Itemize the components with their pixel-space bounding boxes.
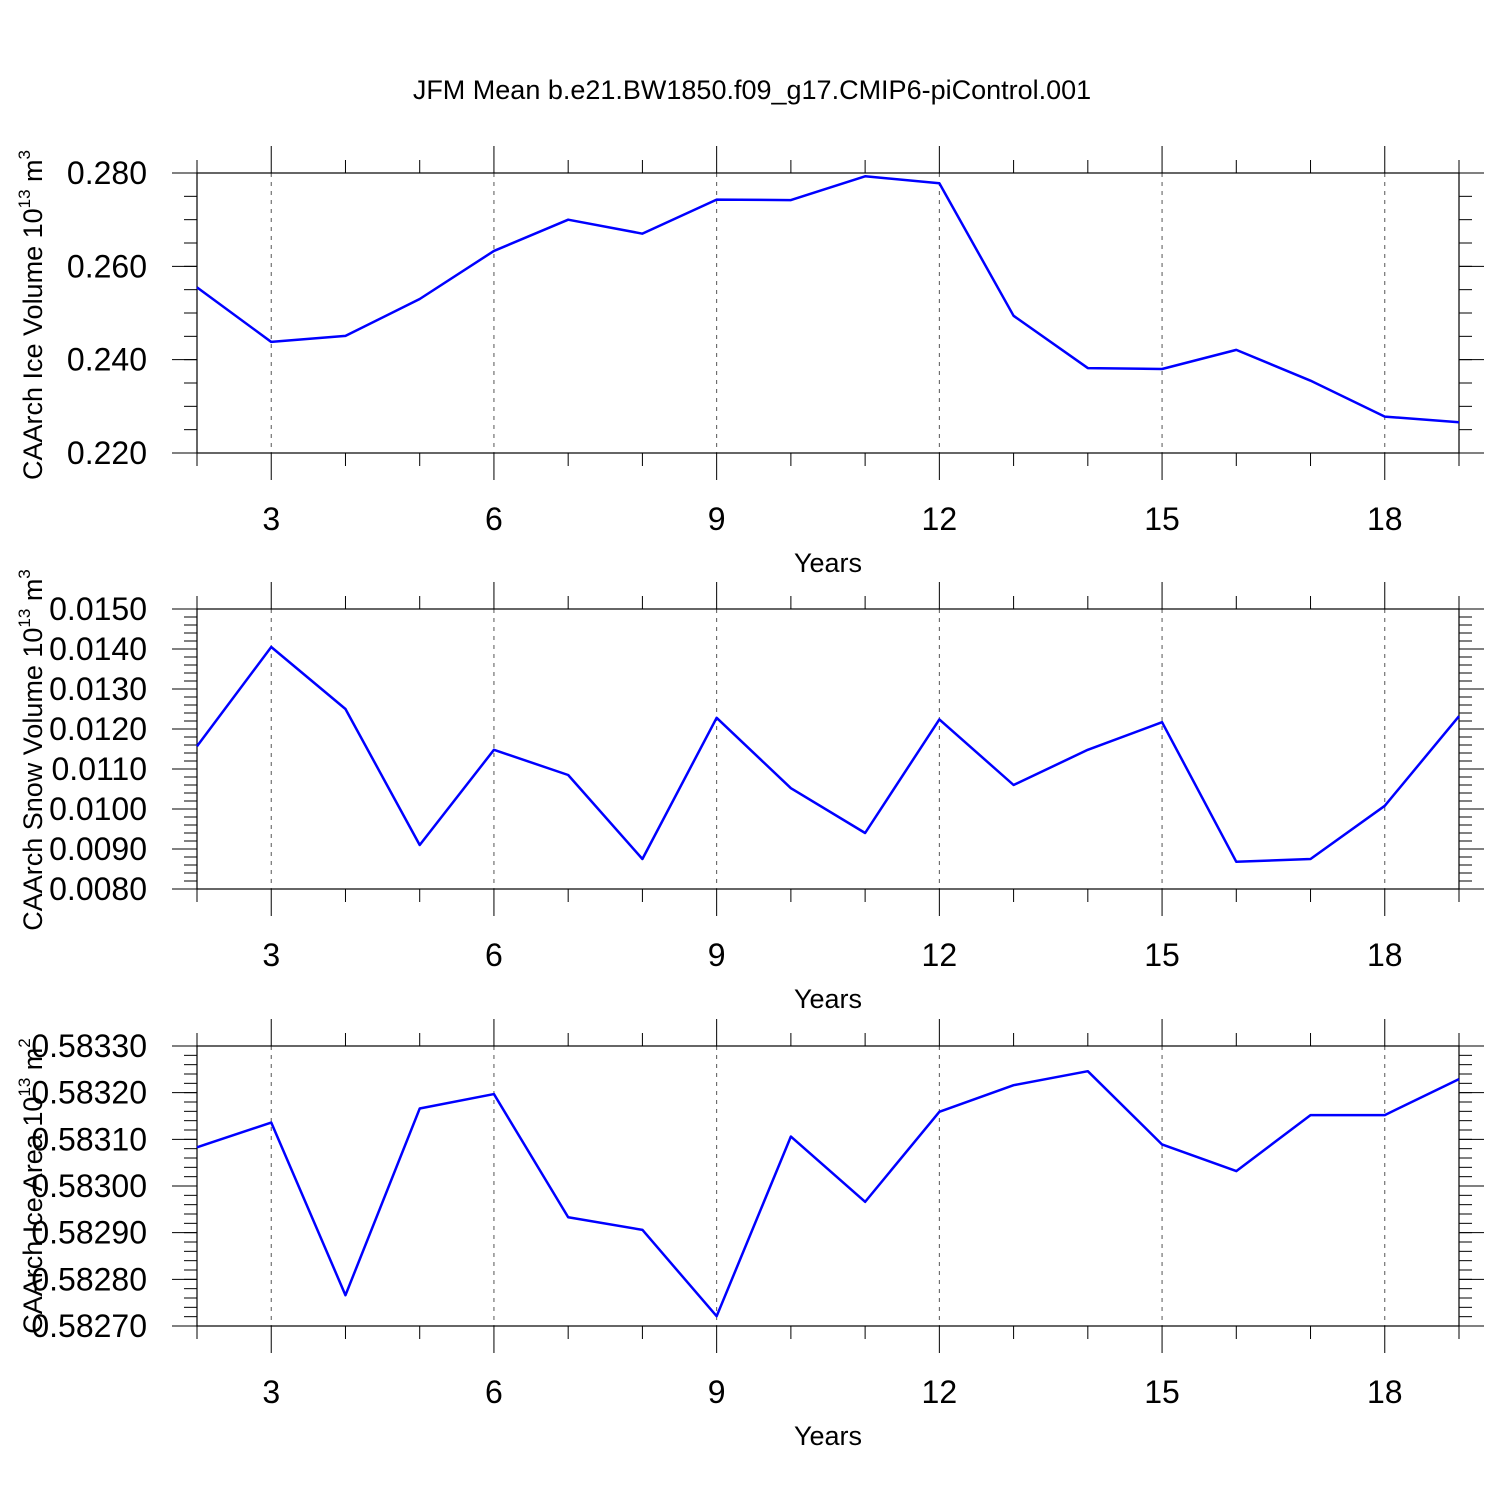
x-tick-label: 9 <box>708 501 726 537</box>
y-axis-label-exponent: 13 <box>15 1078 34 1097</box>
y-axis-label-unit-exponent: 2 <box>15 1038 34 1047</box>
y-axis-label-unit-exponent: 3 <box>15 150 34 159</box>
y-axis-label-unit: m <box>18 1048 48 1078</box>
x-tick-label: 18 <box>1367 937 1403 973</box>
y-tick-label: 0.58280 <box>31 1261 147 1297</box>
data-line <box>195 645 1460 864</box>
plot-frame <box>196 608 1460 890</box>
y-tick-label: 0.58310 <box>31 1121 147 1157</box>
x-axis-label: Years <box>794 984 862 1014</box>
y-tick-label: 0.58330 <box>31 1028 147 1064</box>
x-tick-label: 9 <box>708 937 726 973</box>
y-tick-label: 0.0080 <box>49 871 147 907</box>
y-tick-label: 0.260 <box>67 248 147 284</box>
chart-panel-3: 3 6 9 12 15 18 0.58270 0.58280 0.58290 0.58300 0.5… <box>15 1019 1484 1451</box>
y-axis-label-exponent: 13 <box>15 189 34 208</box>
x-tick-label: 6 <box>485 1374 503 1410</box>
chart-panel-1: 3 6 9 12 15 18 0.220 0.240 0.260 0.280 Years CAArch… <box>15 146 1484 578</box>
y-tick-label: 0.220 <box>67 435 147 471</box>
x-tick-label: 6 <box>485 501 503 537</box>
x-tick-label: 3 <box>262 937 280 973</box>
y-tick-label: 0.280 <box>67 155 147 191</box>
x-tick-label: 9 <box>708 1374 726 1410</box>
data-line <box>196 1069 1460 1318</box>
chart-panel-2: 3 6 9 12 15 18 0.0080 0.0090 0.0100 0.0110 0.0120 0… <box>15 569 1484 1014</box>
y-axis-label: CAArch Snow Volume 1013 m3 <box>15 569 48 931</box>
y-tick-label: 0.0100 <box>49 791 147 827</box>
x-tick-label: 3 <box>262 501 280 537</box>
data-line <box>196 175 1460 424</box>
y-axis-label-text: CAArch Snow Volume 10 <box>18 628 48 931</box>
y-axis-label-text: CAArch Ice Volume 10 <box>18 208 48 480</box>
y-tick-label: 0.0130 <box>49 671 147 707</box>
y-axis-label: CAArch Ice Area 1013 m2 <box>15 1038 48 1334</box>
y-tick-label: 0.240 <box>67 342 147 378</box>
plot-frame <box>196 1045 1460 1327</box>
x-tick-label: 6 <box>485 937 503 973</box>
x-tick-label: 12 <box>922 1374 958 1410</box>
y-axis-label-exponent: 13 <box>15 609 34 628</box>
y-tick-label: 0.0150 <box>49 591 147 627</box>
y-axis-label-text: CAArch Ice Area 10 <box>18 1097 48 1334</box>
y-tick-label: 0.0110 <box>52 751 148 787</box>
x-tick-label: 3 <box>262 1374 280 1410</box>
y-tick-label: 0.58320 <box>31 1075 147 1111</box>
y-tick-label: 0.58290 <box>31 1215 147 1251</box>
x-tick-label: 15 <box>1144 937 1180 973</box>
y-axis-label-unit: m <box>18 579 48 609</box>
x-axis-label: Years <box>794 1421 862 1451</box>
panels: 3 6 9 12 15 18 0.220 0.240 0.260 0.280 Years CAArch… <box>15 146 1484 1451</box>
y-tick-label: 0.0090 <box>49 831 147 867</box>
x-tick-label: 15 <box>1144 1374 1180 1410</box>
y-axis-label-unit-exponent: 3 <box>15 569 34 578</box>
x-tick-label: 12 <box>922 501 958 537</box>
y-tick-label: 0.0140 <box>49 631 147 667</box>
y-axis-label-unit: m <box>18 159 48 189</box>
plot-frame <box>196 172 1460 454</box>
x-axis-label: Years <box>794 548 862 578</box>
y-axis-label: CAArch Ice Volume 1013 m3 <box>15 150 48 480</box>
y-tick-label: 0.0120 <box>49 711 147 747</box>
x-tick-label: 12 <box>922 937 958 973</box>
x-tick-label: 15 <box>1144 501 1180 537</box>
x-tick-label: 18 <box>1367 1374 1403 1410</box>
figure-title: JFM Mean b.e21.BW1850.f09_g17.CMIP6-piCo… <box>413 75 1091 105</box>
y-tick-label: 0.58270 <box>31 1308 147 1344</box>
x-tick-label: 18 <box>1367 501 1403 537</box>
y-tick-label: 0.58300 <box>31 1168 147 1204</box>
